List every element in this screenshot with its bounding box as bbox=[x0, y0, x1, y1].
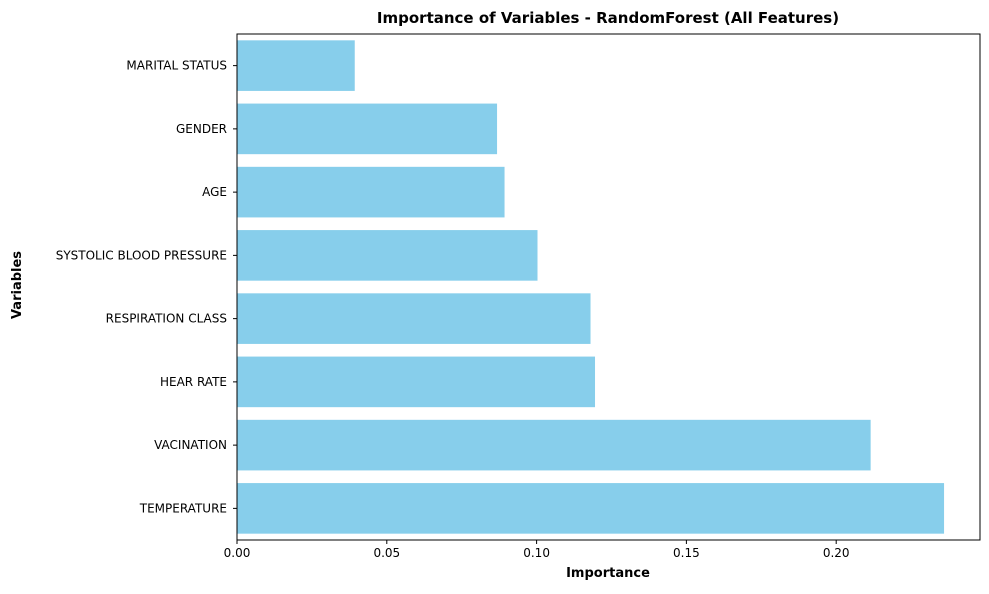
y-tick-label: GENDER bbox=[176, 122, 227, 136]
bar bbox=[237, 40, 355, 91]
bar bbox=[237, 166, 505, 218]
plot-frame bbox=[236, 33, 981, 541]
bar bbox=[237, 230, 538, 281]
bars-layer bbox=[237, 40, 945, 534]
bar bbox=[237, 103, 498, 155]
x-ticks: 0.00 0.05 0.10 0.15 0.20 bbox=[224, 540, 850, 560]
bar bbox=[237, 293, 591, 344]
y-tick-label: AGE bbox=[202, 185, 227, 199]
x-tick-label: 0.05 bbox=[373, 546, 400, 560]
axes-layer bbox=[236, 33, 981, 541]
y-tick-label: TEMPERATURE bbox=[139, 501, 227, 515]
x-tick-label: 0.15 bbox=[673, 546, 700, 560]
x-tick-label: 0.10 bbox=[523, 546, 550, 560]
bar bbox=[237, 356, 596, 408]
y-axis-label: Variables bbox=[10, 251, 25, 319]
bar bbox=[237, 419, 871, 471]
x-axis-label: Importance bbox=[566, 566, 650, 581]
y-tick-label: MARITAL STATUS bbox=[126, 59, 227, 73]
chart-title: Importance of Variables - RandomForest (… bbox=[377, 9, 839, 27]
y-tick-label: RESPIRATION CLASS bbox=[106, 312, 227, 326]
y-ticks: TEMPERATURE VACINATION HEAR RATE RESPIRATIO… bbox=[56, 59, 237, 515]
bar bbox=[237, 483, 945, 534]
x-tick-label: 0.00 bbox=[224, 546, 251, 560]
y-tick-label: SYSTOLIC BLOOD PRESSURE bbox=[56, 248, 227, 262]
y-tick-label: VACINATION bbox=[154, 438, 227, 452]
x-tick-label: 0.20 bbox=[823, 546, 850, 560]
y-tick-label: HEAR RATE bbox=[160, 375, 227, 389]
